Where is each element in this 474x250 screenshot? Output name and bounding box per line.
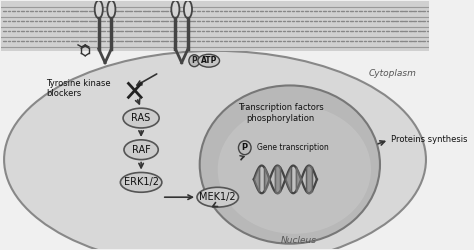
Text: ATP: ATP [201,56,217,65]
Ellipse shape [120,172,162,192]
Ellipse shape [124,140,158,160]
Ellipse shape [123,108,159,128]
Text: MEK1/2: MEK1/2 [200,192,236,202]
Text: Nucleus: Nucleus [281,236,317,245]
Text: RAF: RAF [132,145,150,155]
Text: P: P [191,56,197,65]
Text: Gene transcription: Gene transcription [257,143,329,152]
Ellipse shape [198,54,219,67]
Ellipse shape [171,0,180,18]
Text: ERK1/2: ERK1/2 [124,177,159,187]
Bar [1,2,428,51]
Text: P: P [242,143,248,152]
Ellipse shape [4,51,426,250]
Ellipse shape [197,187,238,207]
Circle shape [238,141,251,155]
Ellipse shape [200,86,380,244]
Ellipse shape [95,0,103,18]
Ellipse shape [218,105,371,234]
Ellipse shape [107,0,115,18]
Circle shape [189,55,200,67]
Text: Transcription factors
phosphorylation: Transcription factors phosphorylation [238,103,324,123]
Text: Cytoplasm: Cytoplasm [368,69,416,78]
Ellipse shape [184,0,192,18]
Text: Proteins synthesis: Proteins synthesis [391,135,467,144]
Text: Tyrosine kinase
blockers: Tyrosine kinase blockers [46,78,111,98]
Text: RAS: RAS [131,113,151,123]
